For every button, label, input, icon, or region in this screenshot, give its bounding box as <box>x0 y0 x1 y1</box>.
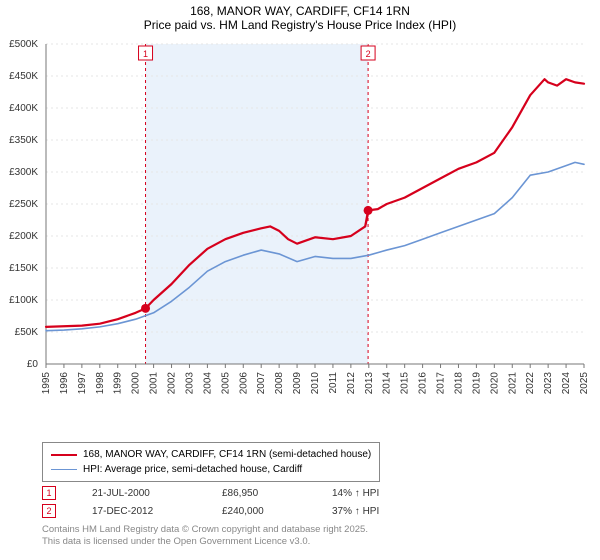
title-subtitle: Price paid vs. HM Land Registry's House … <box>0 18 600 32</box>
svg-text:2014: 2014 <box>382 372 393 395</box>
legend-swatch <box>51 469 77 470</box>
svg-text:2006: 2006 <box>238 372 249 395</box>
svg-text:£350K: £350K <box>9 135 38 146</box>
svg-text:1997: 1997 <box>77 372 88 395</box>
svg-text:£0: £0 <box>27 359 39 370</box>
title-block: 168, MANOR WAY, CARDIFF, CF14 1RN Price … <box>0 0 600 32</box>
svg-text:2021: 2021 <box>507 372 518 395</box>
sale-price: £240,000 <box>222 506 332 517</box>
svg-text:2022: 2022 <box>525 372 536 395</box>
svg-text:2016: 2016 <box>418 372 429 395</box>
svg-text:2025: 2025 <box>579 372 590 395</box>
legend-label: 168, MANOR WAY, CARDIFF, CF14 1RN (semi-… <box>83 447 371 462</box>
sale-row: 1 21-JUL-2000 £86,950 14% ↑ HPI <box>42 484 442 502</box>
svg-text:2020: 2020 <box>489 372 500 395</box>
sale-row: 2 17-DEC-2012 £240,000 37% ↑ HPI <box>42 502 442 520</box>
line-chart: £0£50K£100K£150K£200K£250K£300K£350K£400… <box>42 40 590 408</box>
svg-text:2024: 2024 <box>561 372 572 395</box>
svg-text:2018: 2018 <box>453 372 464 395</box>
svg-text:£400K: £400K <box>9 103 38 114</box>
chart-container: 168, MANOR WAY, CARDIFF, CF14 1RN Price … <box>0 0 600 560</box>
sales-table: 1 21-JUL-2000 £86,950 14% ↑ HPI 2 17-DEC… <box>42 484 442 520</box>
svg-text:2: 2 <box>366 49 371 59</box>
svg-text:1: 1 <box>143 49 148 59</box>
legend-item-hpi: HPI: Average price, semi-detached house,… <box>51 462 371 477</box>
svg-text:2013: 2013 <box>364 372 375 395</box>
sale-marker: 2 <box>42 504 56 518</box>
svg-text:£500K: £500K <box>9 39 38 50</box>
svg-text:1995: 1995 <box>41 372 52 395</box>
svg-text:2015: 2015 <box>400 372 411 395</box>
svg-text:£450K: £450K <box>9 71 38 82</box>
legend-swatch <box>51 454 77 456</box>
sale-diff: 37% ↑ HPI <box>332 506 442 517</box>
svg-text:2004: 2004 <box>202 372 213 395</box>
sale-price: £86,950 <box>222 488 332 499</box>
svg-text:2010: 2010 <box>310 372 321 395</box>
legend-label: HPI: Average price, semi-detached house,… <box>83 462 302 477</box>
svg-text:£300K: £300K <box>9 167 38 178</box>
svg-text:2001: 2001 <box>149 372 160 395</box>
chart-area: £0£50K£100K£150K£200K£250K£300K£350K£400… <box>42 40 590 408</box>
title-address: 168, MANOR WAY, CARDIFF, CF14 1RN <box>0 4 600 18</box>
sale-marker: 1 <box>42 486 56 500</box>
svg-text:1999: 1999 <box>113 372 124 395</box>
svg-text:£250K: £250K <box>9 199 38 210</box>
svg-text:1996: 1996 <box>59 372 70 395</box>
svg-text:2002: 2002 <box>167 372 178 395</box>
svg-text:2005: 2005 <box>220 372 231 395</box>
sale-diff: 14% ↑ HPI <box>332 488 442 499</box>
svg-text:2019: 2019 <box>471 372 482 395</box>
svg-text:2008: 2008 <box>274 372 285 395</box>
sale-date: 21-JUL-2000 <box>92 488 222 499</box>
svg-text:£150K: £150K <box>9 263 38 274</box>
svg-text:£100K: £100K <box>9 295 38 306</box>
svg-text:2023: 2023 <box>543 372 554 395</box>
svg-text:2000: 2000 <box>131 372 142 395</box>
svg-text:2003: 2003 <box>184 372 195 395</box>
footer-line1: Contains HM Land Registry data © Crown c… <box>42 524 368 536</box>
svg-text:1998: 1998 <box>95 372 106 395</box>
svg-text:2017: 2017 <box>436 372 447 395</box>
footer-line2: This data is licensed under the Open Gov… <box>42 536 368 548</box>
sale-date: 17-DEC-2012 <box>92 506 222 517</box>
legend-item-price-paid: 168, MANOR WAY, CARDIFF, CF14 1RN (semi-… <box>51 447 371 462</box>
svg-text:2009: 2009 <box>292 372 303 395</box>
footer-attribution: Contains HM Land Registry data © Crown c… <box>42 524 368 549</box>
legend: 168, MANOR WAY, CARDIFF, CF14 1RN (semi-… <box>42 442 380 482</box>
svg-text:2007: 2007 <box>256 372 267 395</box>
svg-text:£200K: £200K <box>9 231 38 242</box>
svg-text:£50K: £50K <box>15 327 39 338</box>
svg-text:2011: 2011 <box>328 372 339 394</box>
svg-text:2012: 2012 <box>346 372 357 395</box>
